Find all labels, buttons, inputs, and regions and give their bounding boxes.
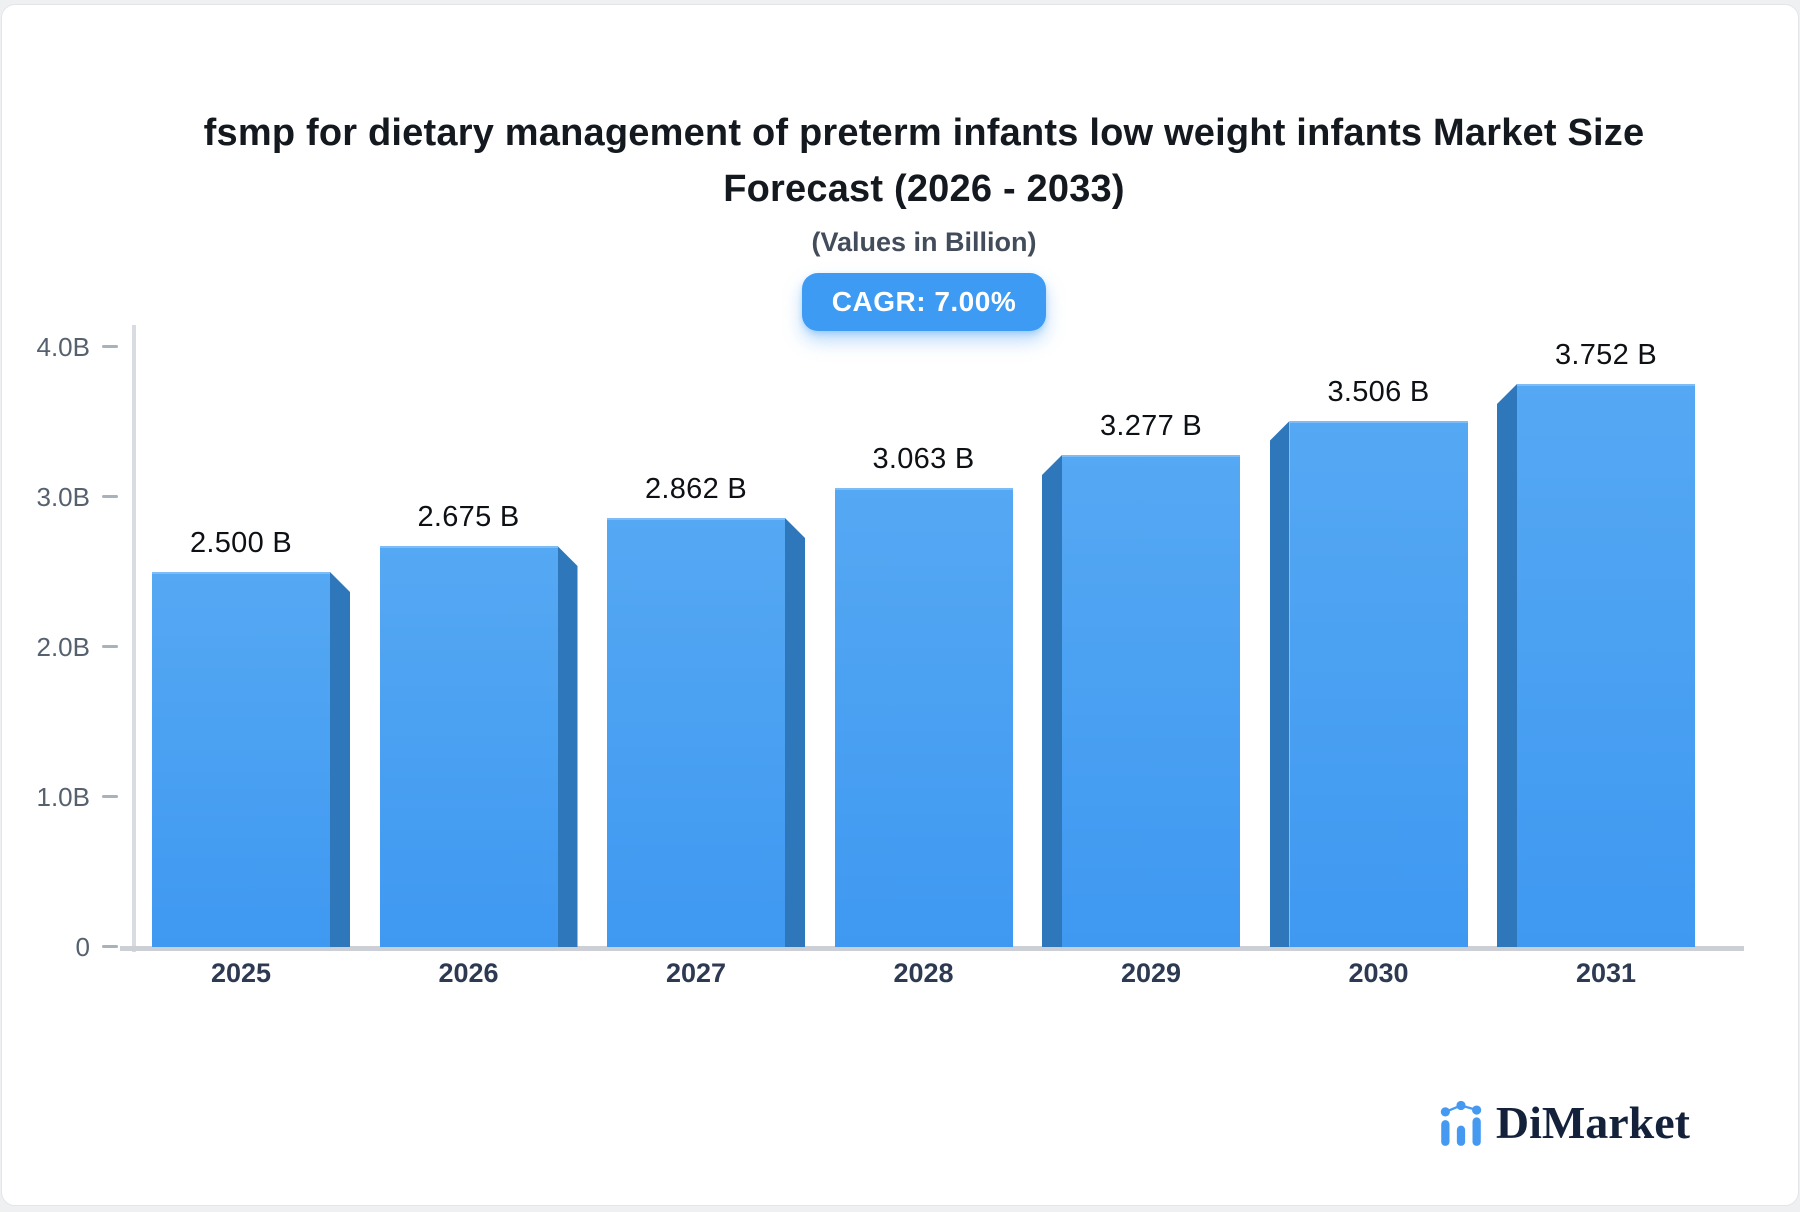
x-axis-category-label: 2026 xyxy=(438,958,499,988)
mini-bar-chart-icon xyxy=(1440,1100,1482,1146)
bar-value-label: 3.277 B xyxy=(1099,410,1203,442)
bar-value-label: 3.063 B xyxy=(872,443,975,475)
x-axis-category-label: 2025 xyxy=(210,958,272,988)
bar-chart-plot-area: 4.0B 3.0B 2.0B 1.0B 0 2.500 B 2025 2.675 B 2026 2… xyxy=(2,5,1798,1205)
bar-2030[interactable] xyxy=(1289,421,1468,947)
y-axis-tick-mark xyxy=(102,495,118,498)
y-axis-tick-label: 2.0B xyxy=(36,632,91,662)
chart-subtitle: (Values in Billion) xyxy=(811,227,1037,257)
dimarket-logo: DiMarket xyxy=(1438,1097,1690,1147)
bar-2028[interactable] xyxy=(834,488,1013,947)
x-axis-category-label: 2029 xyxy=(1120,958,1182,988)
bar-3d-side xyxy=(330,572,350,947)
bar-value-label: 3.752 B xyxy=(1554,339,1658,371)
bar-3d-side xyxy=(785,518,805,947)
y-axis-tick-label: 3.0B xyxy=(36,482,91,512)
bar-3d-side xyxy=(1269,421,1290,947)
y-axis-tick-label: 1.0B xyxy=(36,782,91,812)
x-axis-category-label: 2031 xyxy=(1575,958,1637,988)
y-axis-tick-mark xyxy=(102,795,118,798)
bar-3d-side xyxy=(1042,455,1062,947)
y-axis-line xyxy=(132,325,136,952)
x-axis-category-label: 2030 xyxy=(1348,958,1409,988)
bar-2026[interactable] xyxy=(379,546,558,947)
chart-title-line1: fsmp for dietary management of preterm i… xyxy=(203,112,1645,154)
y-axis-tick-mark xyxy=(102,645,118,648)
bar-2027[interactable] xyxy=(607,518,785,947)
bar-2025[interactable] xyxy=(152,572,330,947)
logo-brand-text: DiMarket xyxy=(1495,1097,1690,1148)
bar-value-label: 2.500 B xyxy=(189,527,293,559)
x-axis-line xyxy=(120,946,1744,951)
bar-value-label: 3.506 B xyxy=(1327,376,1430,408)
bar-value-label: 2.862 B xyxy=(644,473,748,505)
chart-title-line2: Forecast (2026 - 2033) xyxy=(723,168,1125,210)
chart-header: fsmp for dietary management of preterm i… xyxy=(54,105,1794,331)
x-axis-category-label: 2027 xyxy=(665,958,727,988)
y-axis-tick-mark xyxy=(102,945,118,948)
y-axis-tick-mark xyxy=(102,345,118,348)
bar-2029[interactable] xyxy=(1062,455,1240,947)
bar-2031[interactable] xyxy=(1517,384,1695,947)
bar-3d-side xyxy=(1497,384,1517,947)
chart-card: fsmp for dietary management of preterm i… xyxy=(1,4,1799,1206)
y-axis-tick-label: 0 xyxy=(75,932,90,962)
x-axis-category-label: 2028 xyxy=(893,958,954,988)
y-axis-tick-label: 4.0B xyxy=(36,332,91,362)
cagr-badge: CAGR: 7.00% xyxy=(801,273,1047,331)
bar-value-label: 2.675 B xyxy=(417,501,520,533)
bar-3d-side xyxy=(557,546,578,947)
